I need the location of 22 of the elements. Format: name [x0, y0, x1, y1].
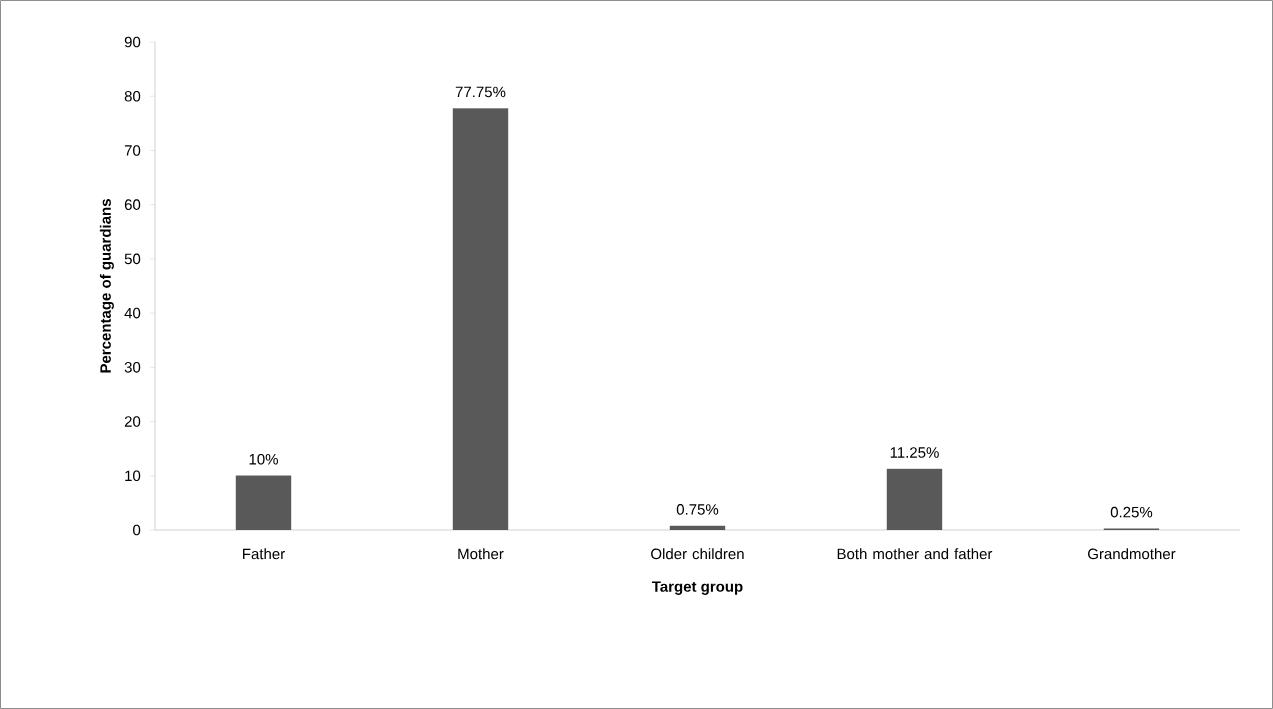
data-label: 77.75%	[455, 86, 506, 98]
x-tick-label: Grandmother	[1088, 548, 1176, 560]
data-label: 0.75%	[676, 504, 719, 515]
y-tick-label: 80	[124, 90, 141, 102]
y-tick-label: 50	[124, 253, 141, 265]
x-axis-title: Target group	[651, 581, 743, 595]
y-tick-label: 10	[125, 470, 141, 482]
y-tick-label: 30	[124, 362, 141, 373]
x-tick-label: Older children	[651, 548, 744, 560]
data-label: 11.25%	[890, 447, 939, 458]
y-tick-label: 40	[124, 307, 141, 319]
y-axis-title: Percentage of guardians	[99, 199, 114, 373]
y-tick-label: 20	[124, 416, 141, 427]
data-label: 10%	[249, 453, 278, 465]
x-tick-label: Both mother and father	[837, 548, 993, 560]
x-tick-label: Father	[243, 548, 285, 560]
y-tick-label: 60	[124, 199, 141, 210]
x-tick-label: Mother	[458, 548, 504, 560]
y-tick-label: 0	[133, 524, 141, 536]
y-tick-label: 90	[124, 36, 141, 48]
y-tick-label: 70	[124, 145, 141, 156]
data-label: 0.25%	[1110, 506, 1153, 518]
